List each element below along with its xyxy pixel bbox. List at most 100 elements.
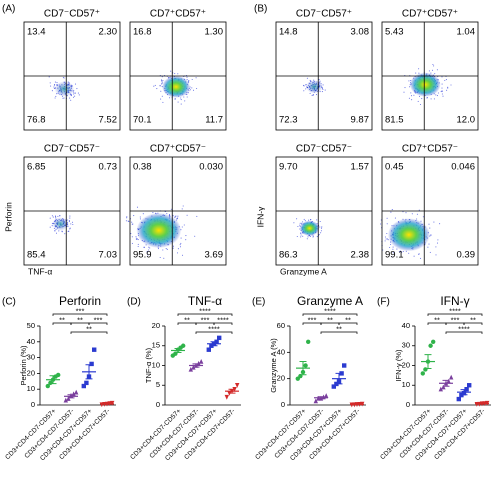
event-dot bbox=[52, 216, 54, 218]
y-tick-label: 0 bbox=[156, 400, 160, 409]
event-dot bbox=[174, 98, 176, 100]
event-dot bbox=[57, 215, 59, 217]
significance-label: *** bbox=[94, 315, 103, 324]
event-dot bbox=[68, 220, 70, 222]
event-dot bbox=[436, 69, 438, 71]
y-tick-label: 20 bbox=[27, 368, 35, 377]
data-point bbox=[324, 393, 329, 398]
event-dot bbox=[404, 87, 406, 89]
event-dot bbox=[309, 235, 311, 238]
chart-title: Granzyme A bbox=[297, 294, 363, 308]
event-dot bbox=[429, 227, 431, 229]
event-dot bbox=[126, 216, 128, 218]
quadrant-value: 1.04 bbox=[457, 27, 476, 38]
data-point bbox=[342, 363, 347, 368]
y-axis-label: Perforin (%) bbox=[19, 345, 28, 386]
event-dot bbox=[162, 249, 164, 251]
event-dot bbox=[161, 81, 163, 83]
event-dot bbox=[148, 249, 150, 251]
event-dot bbox=[180, 97, 182, 99]
event-dot bbox=[191, 78, 193, 81]
event-dot bbox=[309, 92, 311, 94]
event-dot bbox=[296, 235, 298, 238]
event-dot bbox=[165, 248, 167, 250]
event-dot bbox=[131, 242, 133, 244]
event-dot bbox=[433, 98, 435, 100]
y-tick-label: 60 bbox=[277, 321, 285, 330]
event-dot bbox=[385, 238, 387, 240]
event-dot bbox=[63, 97, 65, 99]
event-dot bbox=[139, 216, 141, 218]
event-dot bbox=[170, 208, 172, 210]
data-point bbox=[89, 361, 94, 367]
event-dot bbox=[70, 223, 72, 225]
event-dot bbox=[176, 217, 178, 220]
event-dot bbox=[441, 83, 443, 85]
data-point bbox=[206, 347, 211, 352]
event-dot bbox=[62, 76, 64, 79]
chart-title: TNF-α bbox=[188, 294, 222, 308]
plot-title: CD7⁺CD57⁻ bbox=[150, 144, 206, 155]
event-dot bbox=[180, 237, 182, 239]
y-tick-label: 40 bbox=[402, 321, 410, 330]
event-dot bbox=[299, 224, 301, 226]
event-dot bbox=[131, 223, 133, 225]
event-dot bbox=[429, 251, 431, 253]
quadrant-value: 14.8 bbox=[279, 27, 298, 38]
quadrant-value: 76.8 bbox=[27, 115, 46, 126]
event-dot bbox=[401, 251, 403, 253]
event-dot bbox=[160, 98, 162, 100]
event-dot bbox=[293, 222, 295, 224]
event-dot bbox=[303, 90, 305, 92]
event-dot bbox=[441, 90, 443, 92]
plot-title: CD7⁻CD57⁺ bbox=[296, 9, 352, 20]
event-dot bbox=[307, 236, 309, 238]
significance-label: *** bbox=[308, 315, 317, 324]
event-dot bbox=[195, 77, 197, 79]
event-dot bbox=[72, 93, 75, 95]
event-dot bbox=[384, 240, 386, 242]
panel-label: (E) bbox=[252, 297, 265, 308]
data-point bbox=[196, 360, 201, 366]
event-dot bbox=[316, 219, 318, 221]
plot-title: CD7⁻CD57⁺ bbox=[44, 9, 100, 20]
significance-label: **** bbox=[458, 324, 470, 333]
event-dot bbox=[137, 245, 139, 248]
data-point bbox=[235, 383, 240, 388]
event-dot bbox=[149, 247, 151, 249]
data-point bbox=[306, 339, 311, 344]
event-dot bbox=[392, 248, 394, 250]
significance-label: ** bbox=[434, 315, 440, 324]
event-dot bbox=[51, 215, 53, 217]
event-dot bbox=[411, 213, 413, 215]
event-dot bbox=[447, 86, 449, 88]
event-dot bbox=[300, 234, 302, 236]
event-dot bbox=[184, 100, 186, 102]
y-tick-label: 40 bbox=[27, 337, 35, 346]
event-dot bbox=[160, 80, 163, 82]
event-dot bbox=[55, 217, 57, 219]
event-dot bbox=[146, 250, 148, 252]
event-dot bbox=[50, 85, 52, 87]
quadrant-value: 72.3 bbox=[279, 115, 298, 126]
event-dot bbox=[384, 236, 387, 238]
significance-label: ** bbox=[345, 315, 351, 324]
event-dot bbox=[419, 257, 422, 259]
quadrant-value: 0.39 bbox=[457, 250, 476, 261]
y-tick-label: 20 bbox=[277, 374, 285, 383]
y-tick-label: 30 bbox=[27, 353, 35, 362]
event-dot bbox=[179, 246, 182, 248]
event-dot bbox=[176, 252, 179, 254]
event-dot bbox=[131, 236, 133, 238]
data-point bbox=[331, 384, 336, 389]
error-bar bbox=[67, 394, 75, 399]
event-dot bbox=[386, 238, 388, 240]
event-dot bbox=[296, 218, 298, 220]
y-tick-label: 10 bbox=[27, 384, 35, 393]
quadrant-value: 86.3 bbox=[279, 250, 298, 261]
y-axis-label: Granzyme A (%) bbox=[269, 338, 278, 393]
event-dot bbox=[153, 85, 155, 87]
event-dot bbox=[415, 72, 417, 74]
event-dot bbox=[419, 103, 422, 106]
